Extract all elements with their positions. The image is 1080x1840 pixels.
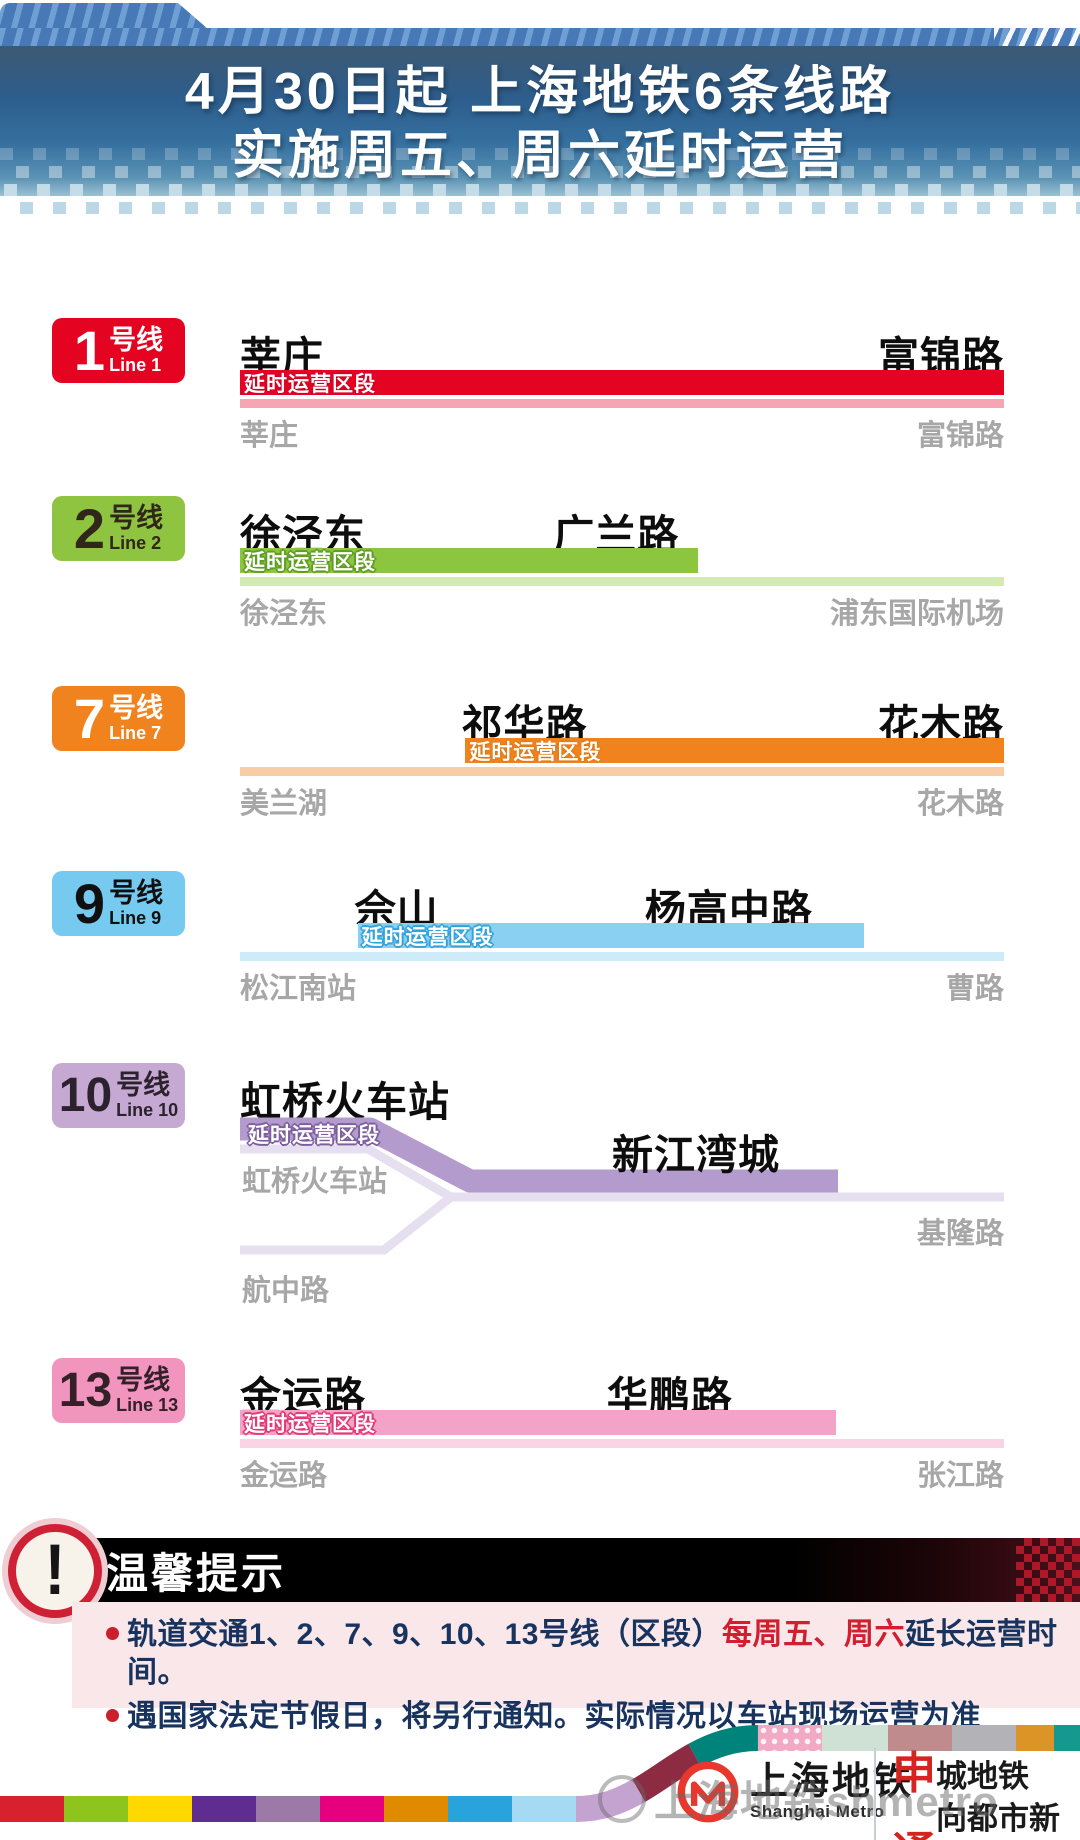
line-7-badge: 7 号线 Line 7 [52,686,185,751]
line-2-extended-segment-bar: 延时运营区段 [240,548,699,574]
station-start: 虹桥火车站 [240,1079,450,1125]
line-9-extended-segment-bar: 延时运营区段 [357,923,865,949]
line-2-row: 2 号线 Line 2 徐泾东 广兰路 延时运营区段 徐泾东 浦东国际机场 [0,496,1080,631]
ribbon-curve [575,1725,759,1822]
checker-decoration [1016,1538,1080,1602]
line-7-full-line-bar [240,767,1004,776]
line-1-row: 1 号线 Line 1 莘庄 富锦路 延时运营区段 莘庄 富锦路 [0,318,1080,453]
segment-label: 延时运营区段 [248,1124,380,1147]
line-1-extended-segment-bar: 延时运营区段 [240,370,1004,396]
terminus-start: 松江南站 [240,973,357,1005]
segment-label: 延时运营区段 [469,740,602,764]
tips-title: 温馨提示 [106,1549,287,1597]
segment-label: 延时运营区段 [361,925,494,949]
station-end: 新江湾城 [612,1132,780,1178]
line-13-extended-segment-bar: 延时运营区段 [240,1410,836,1436]
line-10-branch-diagram [240,1117,1004,1255]
shanghai-metro-logo-icon [677,1761,739,1823]
terminus-start: 莘庄 [240,420,299,452]
bullet-icon [106,1709,119,1722]
terminus-start: 徐泾东 [240,598,328,630]
tips-panel: 轨道交通1、2、7、9、10、13号线（区段）每周五、周六延长运营时间。 遇国家… [72,1602,1080,1733]
terminus-start: 虹桥火车站 [242,1166,388,1198]
segment-label: 延时运营区段 [244,550,376,574]
shanghai-metro-logo-block: 上海地铁 Shanghai Metro [676,1760,914,1824]
branch-terminus: 航中路 [242,1275,330,1307]
line-1-badge: 1 号线 Line 1 [52,318,185,383]
terminus-end: 基隆路 [916,1218,1004,1250]
line-9-full-line-bar [240,952,1004,961]
terminus-end: 花木路 [916,788,1004,820]
line-9-badge: 9 号线 Line 9 [52,871,185,936]
title-line-2: 实施周五、周六延时运营 [231,127,848,185]
logo-en-text: Shanghai Metro [750,1802,885,1821]
title-line-1: 4月30日起 上海地铁6条线路 [184,63,896,121]
tips-header-bar: 温馨提示 [40,1538,1080,1602]
line-2-badge: 2 号线 Line 2 [52,496,185,561]
line-10-badge: 10 号线 Line 10 [52,1063,185,1128]
line-7-extended-segment-bar: 延时运营区段 [465,738,1004,764]
alert-icon: ! [8,1524,102,1618]
page-title: 4月30日起 上海地铁6条线路 实施周五、周六延时运营 [0,60,1080,188]
header-banner: 4月30日起 上海地铁6条线路 实施周五、周六延时运营 [0,0,1080,218]
bullet-icon [106,1627,119,1640]
highlight-days: 每周五、周六 [721,1618,905,1651]
line-13-full-line-bar [240,1439,1004,1448]
line-10-row: 10 号线 Line 10 虹桥火车站 延时运营区段 新江湾城 虹桥火车站 基隆路… [0,1063,1080,1323]
line-13-badge: 13 号线 Line 13 [52,1358,185,1423]
segment-label: 延时运营区段 [244,1412,376,1436]
terminus-end: 曹路 [945,973,1004,1005]
line-1-full-line-bar [240,399,1004,408]
terminus-start: 美兰湖 [240,788,328,820]
line-2-full-line-bar [240,577,1004,586]
line-13-row: 13 号线 Line 13 金运路 华鹏路 延时运营区段 金运路 张江路 [0,1358,1080,1493]
terminus-end: 富锦路 [916,420,1004,452]
terminus-start: 金运路 [240,1460,328,1492]
logo-cn-text: 上海地铁 [750,1761,915,1803]
header-dot-pattern [0,146,1080,216]
terminus-end: 浦东国际机场 [829,598,1004,630]
segment-label: 延时运营区段 [244,372,376,396]
line-7-row: 7 号线 Line 7 祁华路 花木路 延时运营区段 美兰湖 花木路 [0,686,1080,821]
ribbon-bottom [0,1796,576,1822]
ribbon-top [758,1725,1080,1751]
line-9-row: 9 号线 Line 9 佘山 杨高中路 延时运营区段 松江南站 曹路 [0,871,1080,1006]
tip-item-1: 轨道交通1、2、7、9、10、13号线（区段）每周五、周六延长运营时间。 [106,1616,1080,1692]
header-corner-slashes [994,28,1080,48]
terminus-end: 张江路 [916,1460,1004,1492]
footer-divider [874,1748,876,1840]
